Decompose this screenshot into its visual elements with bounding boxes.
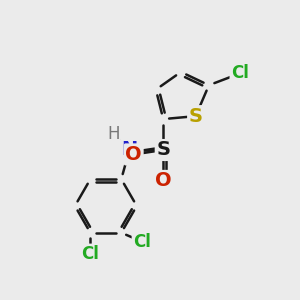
Text: Cl: Cl [81,245,99,263]
Text: O: O [155,171,172,190]
Text: S: S [189,106,202,126]
Text: Cl: Cl [133,232,151,250]
Text: O: O [125,145,142,164]
Text: H: H [107,125,119,143]
Text: S: S [156,140,170,160]
Text: N: N [121,140,137,160]
Text: Cl: Cl [231,64,249,82]
